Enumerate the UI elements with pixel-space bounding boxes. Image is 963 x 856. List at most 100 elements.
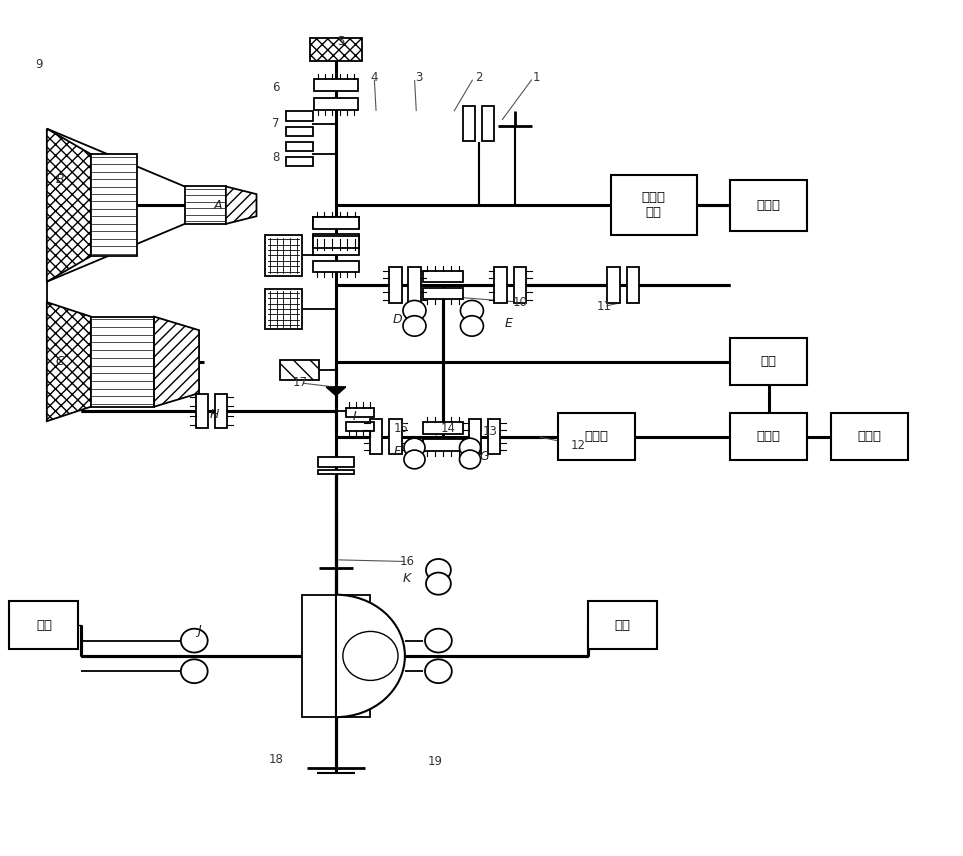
Text: 蓄电池: 蓄电池 — [857, 430, 881, 443]
Text: 12: 12 — [571, 438, 586, 451]
Bar — [286, 158, 313, 166]
Bar — [608, 267, 620, 303]
Polygon shape — [91, 317, 154, 407]
Polygon shape — [326, 387, 346, 395]
Text: 17: 17 — [293, 377, 308, 389]
Wedge shape — [336, 595, 404, 717]
Bar — [10, 602, 78, 649]
Bar — [346, 407, 375, 417]
Polygon shape — [154, 317, 199, 407]
Bar — [463, 105, 476, 141]
Circle shape — [181, 659, 208, 683]
Bar — [423, 271, 463, 282]
Bar — [313, 235, 359, 247]
Bar — [313, 234, 359, 245]
Circle shape — [425, 659, 452, 683]
Text: A: A — [214, 199, 222, 211]
Bar — [346, 422, 375, 431]
Bar — [265, 288, 301, 330]
Bar — [313, 261, 359, 272]
Bar — [487, 419, 500, 454]
Bar — [389, 267, 402, 303]
Circle shape — [403, 438, 425, 457]
Bar — [731, 338, 807, 385]
Bar — [627, 267, 639, 303]
Text: 8: 8 — [272, 151, 279, 164]
Text: 发动机: 发动机 — [757, 199, 781, 211]
Bar — [423, 423, 463, 433]
Text: G: G — [480, 449, 489, 462]
Bar — [408, 267, 421, 303]
Bar — [215, 394, 227, 428]
Circle shape — [403, 300, 426, 321]
Text: 5: 5 — [337, 35, 345, 49]
Circle shape — [403, 316, 426, 336]
Bar — [731, 180, 807, 231]
Text: 15: 15 — [394, 421, 408, 435]
Bar — [469, 419, 482, 454]
Bar — [318, 457, 354, 467]
Text: 电机: 电机 — [761, 355, 777, 368]
Text: 车轮: 车轮 — [614, 619, 630, 632]
Bar — [286, 142, 313, 152]
Text: H: H — [210, 408, 219, 421]
Bar — [494, 267, 507, 303]
Bar — [370, 419, 382, 454]
Text: 10: 10 — [512, 295, 527, 309]
Bar — [280, 360, 319, 380]
Bar — [310, 39, 362, 61]
Polygon shape — [47, 302, 91, 421]
Bar — [731, 413, 807, 461]
Text: 11: 11 — [596, 300, 612, 313]
Bar — [513, 267, 526, 303]
Text: D: D — [393, 312, 403, 325]
Bar — [314, 80, 358, 92]
Text: F: F — [394, 445, 401, 458]
Bar — [195, 394, 208, 428]
Text: 13: 13 — [482, 425, 498, 438]
Circle shape — [403, 450, 425, 469]
Text: 液力变
矩器: 液力变 矩器 — [642, 191, 665, 219]
Text: 16: 16 — [400, 555, 414, 568]
Bar — [611, 175, 697, 235]
Bar — [265, 235, 301, 276]
Polygon shape — [47, 128, 91, 282]
Circle shape — [181, 628, 208, 652]
Bar — [301, 595, 371, 717]
Text: J: J — [197, 624, 201, 637]
Bar — [587, 602, 657, 649]
Text: E: E — [505, 317, 512, 330]
Bar — [389, 419, 402, 454]
Bar — [482, 105, 494, 141]
Text: C: C — [56, 355, 65, 368]
Circle shape — [459, 450, 481, 469]
Bar — [313, 217, 359, 229]
Text: 3: 3 — [416, 71, 423, 84]
Text: 车轮: 车轮 — [36, 619, 52, 632]
Text: 6: 6 — [272, 81, 279, 94]
Circle shape — [459, 438, 481, 457]
Polygon shape — [91, 154, 137, 256]
Circle shape — [426, 559, 451, 581]
Bar — [831, 413, 907, 461]
Circle shape — [343, 632, 398, 681]
Text: 19: 19 — [428, 755, 443, 768]
Polygon shape — [226, 187, 256, 224]
Text: 9: 9 — [36, 57, 43, 70]
Circle shape — [425, 628, 452, 652]
Bar — [318, 470, 354, 474]
Text: 14: 14 — [440, 421, 455, 435]
Bar — [313, 217, 359, 228]
Polygon shape — [185, 187, 226, 224]
Bar — [423, 439, 463, 450]
Circle shape — [426, 573, 451, 595]
Text: I: I — [352, 410, 356, 424]
Bar — [286, 127, 313, 136]
Bar — [286, 111, 313, 121]
Bar — [313, 244, 359, 255]
Text: 18: 18 — [270, 753, 284, 766]
Text: 2: 2 — [475, 71, 482, 84]
Text: 7: 7 — [272, 117, 279, 130]
Text: 4: 4 — [371, 71, 378, 84]
Circle shape — [460, 316, 483, 336]
